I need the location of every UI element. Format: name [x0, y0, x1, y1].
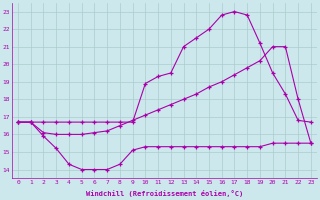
X-axis label: Windchill (Refroidissement éolien,°C): Windchill (Refroidissement éolien,°C) [86, 190, 243, 197]
